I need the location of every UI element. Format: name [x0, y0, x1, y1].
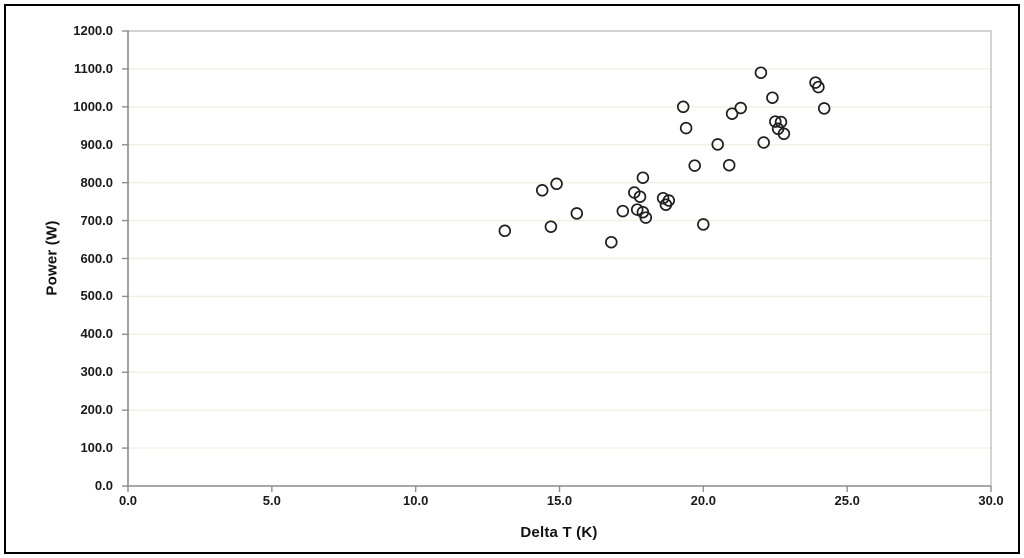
y-tick-label: 1000.0	[73, 99, 113, 115]
y-tick-label: 600.0	[80, 250, 113, 266]
data-point-marker	[535, 184, 549, 197]
y-axis-title: Power (W)	[43, 220, 61, 296]
data-point-marker	[679, 121, 693, 135]
x-tick-label: 25.0	[834, 493, 860, 508]
data-point-marker	[550, 177, 563, 191]
y-tick-label: 300.0	[80, 364, 113, 380]
data-point-marker	[544, 220, 558, 233]
data-point-marker	[636, 171, 650, 184]
data-point-marker	[697, 218, 710, 231]
data-point-marker	[774, 115, 788, 129]
data-point-marker	[688, 159, 701, 172]
data-point-marker	[725, 107, 739, 120]
data-point-marker	[734, 101, 747, 115]
x-axis-title: Delta T (K)	[520, 524, 598, 541]
data-point-marker	[659, 198, 673, 211]
data-point-marker	[777, 127, 791, 141]
data-point-marker	[757, 136, 770, 149]
y-tick-label: 800.0	[80, 174, 113, 190]
y-tick-label: 1200.0	[73, 23, 113, 39]
y-tick-label: 200.0	[80, 402, 113, 418]
data-point-marker	[676, 100, 690, 114]
x-tick-label: 0.0	[118, 493, 138, 508]
data-point-marker	[656, 191, 670, 205]
y-tick-label: 500.0	[80, 288, 113, 304]
x-tick-label: 20.0	[690, 493, 716, 508]
chart-frame	[4, 4, 1020, 554]
y-tick-label: 0.0	[94, 478, 113, 494]
y-tick-label: 100.0	[80, 440, 113, 456]
y-tick-label: 900.0	[80, 136, 113, 152]
data-point-marker	[630, 203, 644, 216]
x-tick-label: 30.0	[978, 493, 1004, 508]
data-point-marker	[498, 224, 512, 238]
y-tick-label: 700.0	[80, 212, 113, 228]
data-point-marker	[766, 91, 779, 104]
data-point-marker	[570, 207, 584, 220]
data-point-marker	[754, 66, 768, 79]
y-tick-label: 1100.0	[73, 61, 113, 77]
data-point-marker	[722, 158, 736, 172]
x-tick-label: 10.0	[403, 493, 429, 508]
data-point-marker	[633, 190, 647, 203]
data-point-marker	[769, 115, 782, 128]
data-point-marker	[817, 102, 831, 115]
data-point-marker	[812, 80, 825, 94]
data-point-marker	[639, 211, 653, 224]
data-point-marker	[605, 235, 618, 249]
data-point-marker	[711, 138, 724, 151]
y-tick-label: 400.0	[80, 326, 113, 342]
x-tick-label: 5.0	[262, 493, 281, 508]
data-point-marker	[616, 204, 630, 218]
x-tick-label: 15.0	[546, 493, 573, 508]
